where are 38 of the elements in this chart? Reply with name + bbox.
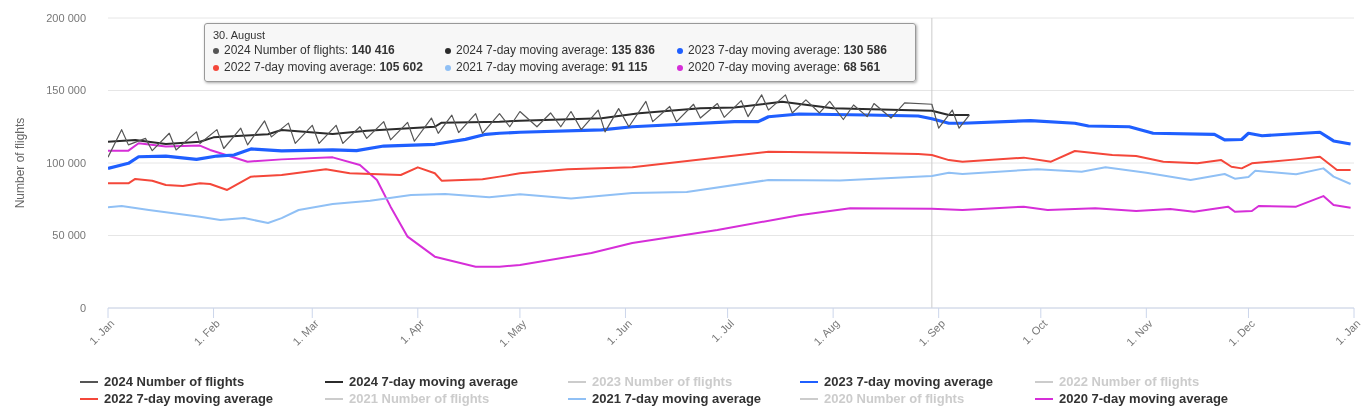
line-series [108,149,1352,191]
x-tick-label: 1. Sep [916,317,948,349]
x-tick-label: 1. May [496,316,529,349]
x-tick-label: 1. Oct [1020,317,1050,347]
y-axis-title: Number of flights [13,117,28,209]
annotation: 30. August [213,29,266,41]
y-tick-label: 200 000 [46,11,86,24]
y-tick-label: 50 000 [52,229,86,242]
x-tick-label: 1. Aug [811,317,842,348]
line-series [108,94,970,158]
x-tick-label: 1. Dec [1225,316,1258,349]
legend-label: 2022 7-day moving average [104,391,274,406]
annotation: 2024 7-day moving average: 135 836 [456,42,655,59]
line-series [108,112,1353,170]
line-series [108,100,971,146]
y-tick-label: 0 [79,301,86,314]
x-tick-label: 1. Nov [1123,316,1156,349]
y-tick-label: 100 000 [46,156,86,169]
line-series [108,166,1352,225]
x-tick-label: 1. Jul [709,317,737,345]
annotation: 2021 7-day moving average: 91 115 [456,59,648,76]
legend-label: 2020 7-day moving average [1059,391,1229,406]
x-tick-label: 1. Feb [191,317,223,348]
x-tick-label: 1. Jun [604,317,634,347]
legend-label: 2024 7-day moving average [349,374,519,389]
y-tick-label: 150 000 [46,84,86,97]
x-tick-label: 1. Jan [1332,317,1363,347]
annotation: 2022 7-day moving average: 105 602 [224,59,423,76]
line-series [108,142,1352,268]
x-tick-label: 1. Apr [397,316,427,346]
annotation: 2023 7-day moving average: 130 586 [688,42,887,59]
annotation: 2020 7-day moving average: 68 561 [688,59,881,76]
x-tick-label: 1. Jan [86,317,117,347]
legend-label: 2021 7-day moving average [592,391,762,406]
x-tick-label: 1. Mar [290,316,321,348]
legend-label: 2023 7-day moving average [824,374,994,389]
legend-label: 2024 Number of flights [104,374,245,389]
annotation: 2024 Number of flights: 140 416 [224,42,395,59]
